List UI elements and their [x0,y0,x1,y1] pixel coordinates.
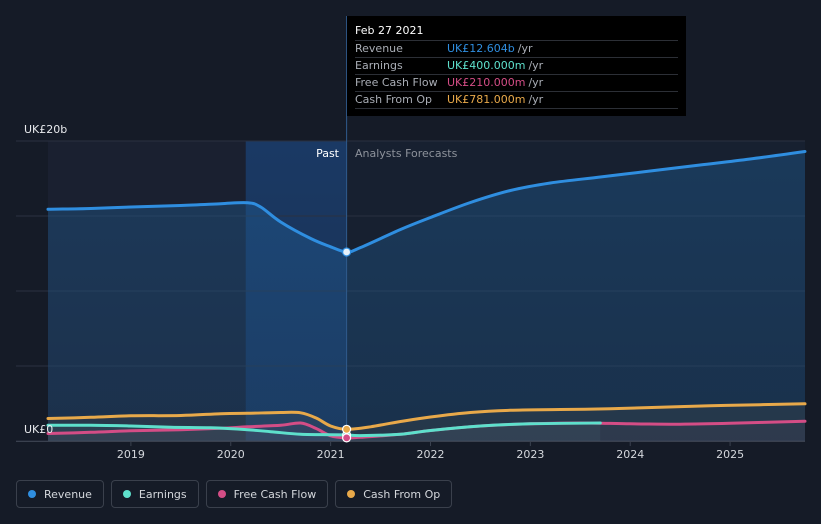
legend-item-earnings[interactable]: Earnings [110,480,199,508]
series-line-revenue [46,150,807,254]
revenue-area [48,151,805,441]
y-axis-top-label: UK£20b [24,123,67,136]
past-label: Past [316,147,340,160]
x-tick-label: 2025 [716,448,744,461]
tooltip-label: Revenue [355,42,403,55]
legend-dot-icon [217,490,226,498]
tooltip-unit: /yr [528,76,544,89]
legend-dot-icon [122,490,131,498]
tooltip-row-free-cash-flow: Free Cash Flow UK£210.000m /yr [355,74,678,91]
tooltip-label: Free Cash Flow [355,76,438,89]
tooltip-date: Feb 27 2021 [355,24,424,37]
tooltip: Feb 27 2021 Revenue UK£12.604b /yr Earni… [347,16,686,116]
legend-dot-icon [347,490,356,498]
tooltip-unit: /yr [528,93,544,106]
tooltip-value: UK£12.604b [447,42,515,55]
series-marker-free-cash-flow [342,433,352,443]
tooltip-row-revenue: Revenue UK£12.604b /yr [355,40,678,57]
legend: Revenue Earnings Free Cash Flow Cash Fro… [16,480,453,508]
series-line-earnings [46,421,602,438]
legend-dot-icon [28,490,36,498]
tooltip-unit: /yr [528,59,544,72]
x-tick-label: 2023 [516,448,544,461]
tooltip-row-cash-from-op: Cash From Op UK£781.000m /yr [355,91,678,109]
x-tick-label: 2019 [117,448,145,461]
y-axis-bottom-label: UK£0 [24,423,53,436]
series-area-cash-from-op [48,403,805,441]
tooltip-value: UK£400.000m [447,59,526,72]
x-tick-label: 2021 [317,448,345,461]
forecast-label: Analysts Forecasts [355,147,458,160]
series-marker-revenue [342,247,352,257]
tooltip-unit: /yr [517,42,533,55]
series-marker-cash-from-op [342,424,352,434]
legend-item-revenue[interactable]: Revenue [16,480,104,508]
tooltip-value: UK£781.000m [447,93,526,106]
x-tick-label: 2024 [616,448,644,461]
legend-item-cash-from-op[interactable]: Cash From Op [335,480,453,508]
legend-label: Earnings [138,487,187,501]
x-tick-label: 2020 [217,448,245,461]
legend-label: Free Cash Flow [233,487,317,501]
legend-label: Revenue [44,487,92,501]
tooltip-value: UK£210.000m [447,76,526,89]
chart: UK£20b UK£0 Past Analysts Forecasts 2019… [16,16,807,461]
tooltip-label: Earnings [355,59,403,72]
legend-item-free-cash-flow[interactable]: Free Cash Flow [205,480,329,508]
x-tick-label: 2022 [416,448,444,461]
series-line-cash-from-op [46,402,807,431]
tooltip-row-earnings: Earnings UK£400.000m /yr [355,57,678,74]
tooltip-label: Cash From Op [355,93,433,106]
legend-label: Cash From Op [363,487,441,501]
